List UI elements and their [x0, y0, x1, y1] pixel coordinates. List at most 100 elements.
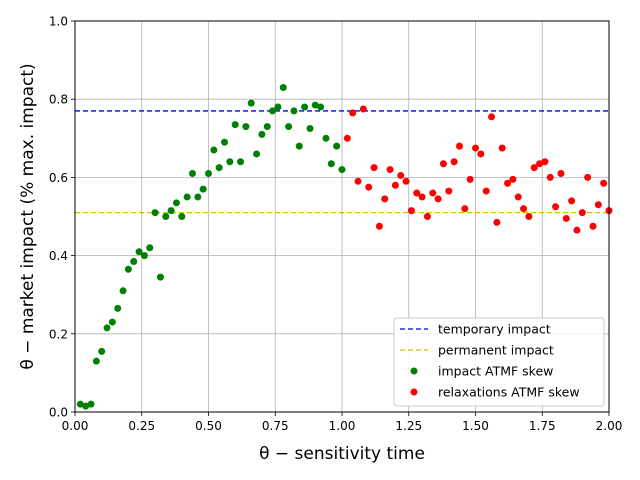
impact-atmf-skew-point: [333, 142, 341, 150]
relaxations-atmf-skew-point: [600, 179, 608, 187]
legend: temporary impact permanent impact impact…: [393, 317, 605, 407]
impact-atmf-skew-point: [247, 99, 255, 107]
relaxations-atmf-skew-point: [589, 222, 597, 230]
impact-atmf-skew-point: [162, 213, 170, 220]
relaxations-atmf-skew-point: [359, 105, 367, 113]
relaxations-atmf-skew-point: [397, 171, 405, 179]
impact-atmf-skew-point: [82, 402, 90, 410]
impact-atmf-skew-point: [301, 103, 309, 111]
relaxations-atmf-skew-point: [525, 213, 533, 220]
x-axis-label: θ − sensitivity time: [259, 444, 425, 464]
impact-atmf-skew-point: [194, 193, 202, 201]
relaxations-atmf-skew-point: [391, 181, 399, 189]
impact-atmf-skew-point: [178, 213, 186, 220]
impact-atmf-skew-point: [76, 400, 84, 408]
y-axis-ticks: 0.0 0.2 0.4 0.6 0.8 1.0: [49, 15, 75, 420]
legend-temporary-impact-label: temporary impact: [438, 322, 551, 337]
y-tick-label: 0.4: [49, 249, 68, 263]
grid: [74, 20, 610, 413]
x-tick-label: 1.50: [462, 419, 489, 433]
impact-atmf-skew-point: [140, 252, 148, 260]
relaxations-atmf-skew-point: [434, 195, 442, 203]
relaxations-atmf-skew-point: [429, 189, 437, 197]
x-tick-label: 1.00: [329, 419, 356, 433]
relaxations-atmf-skew-point: [407, 207, 415, 215]
impact-atmf-skew-point: [172, 199, 180, 207]
y-tick-label: 0.6: [49, 171, 68, 185]
impact-atmf-skew-point: [263, 123, 271, 131]
y-axis-label: θ − market impact (% max. impact): [18, 63, 38, 369]
impact-atmf-skew-point: [258, 130, 266, 138]
relaxations-atmf-skew-point: [509, 175, 517, 183]
relaxations-atmf-skew-point: [466, 175, 474, 183]
relaxations-atmf-skew-point: [568, 197, 576, 205]
relaxations-atmf-skew-point: [493, 218, 501, 226]
y-tick-label: 0.0: [49, 406, 68, 420]
relaxations-atmf-skew-point: [349, 109, 357, 117]
impact-atmf-skew-point: [285, 123, 293, 131]
legend-relaxations-atmf-skew-label: relaxations ATMF skew: [438, 385, 580, 400]
x-tick-label: 0.25: [128, 419, 155, 433]
x-tick-label: 1.75: [529, 419, 556, 433]
impact-atmf-skew-point: [215, 164, 223, 172]
impact-atmf-skew-point: [226, 158, 234, 166]
impact-atmf-skew-point: [156, 273, 164, 281]
y-tick-label: 0.2: [49, 327, 68, 341]
relaxations-atmf-skew-point: [557, 169, 565, 177]
impact-atmf-skew-point: [237, 158, 245, 166]
relaxations-atmf-skew-point: [578, 209, 586, 217]
impact-atmf-skew-point: [338, 166, 346, 174]
relaxations-atmf-skew-point: [450, 158, 458, 166]
impact-atmf-skew-point: [269, 107, 277, 115]
impact-atmf-skew-point: [274, 103, 282, 111]
impact-atmf-skew-point: [279, 83, 287, 91]
relaxations-atmf-skew-point: [573, 226, 581, 234]
relaxations-atmf-skew-point: [504, 179, 512, 187]
impact-atmf-skew-point: [146, 244, 154, 252]
impact-atmf-skew-point: [327, 160, 335, 168]
relaxations-atmf-skew-point: [488, 113, 496, 121]
impact-atmf-skew-point: [306, 125, 314, 133]
relaxations-atmf-skew-point: [439, 160, 447, 168]
impact-atmf-skew-point: [92, 357, 100, 365]
relaxations-atmf-skew-point: [498, 144, 506, 152]
impact-atmf-skew-point: [124, 265, 132, 273]
x-axis-ticks: 0.00 0.25 0.50 0.75 1.00 1.25 1.50 1.75 2.00: [62, 412, 623, 433]
impact-atmf-skew-point: [221, 138, 229, 146]
relaxations-atmf-skew-point: [445, 187, 453, 195]
y-tick-label: 1.0: [49, 15, 68, 29]
relaxations-atmf-skew-point: [536, 160, 544, 168]
relaxations-atmf-skew-point: [584, 173, 592, 181]
relaxations-atmf-skew-point: [375, 222, 383, 230]
impact-atmf-skew-point: [103, 324, 111, 332]
relaxations-atmf-skew-point: [370, 164, 378, 172]
impact-atmf-skew-point: [167, 207, 175, 215]
impact-atmf-skew-point: [295, 142, 303, 150]
impact-atmf-skew-point: [119, 287, 127, 295]
reference-lines: [75, 110, 609, 214]
data-points: [76, 83, 613, 410]
relaxations-atmf-skew-point: [413, 189, 421, 197]
impact-atmf-skew-point: [242, 123, 250, 131]
relaxations-atmf-skew-point: [455, 142, 463, 150]
impact-atmf-skew-point: [210, 146, 218, 154]
x-tick-label: 0.00: [62, 419, 89, 433]
relaxations-atmf-skew-point: [343, 134, 351, 142]
relaxations-atmf-skew-point: [423, 213, 431, 220]
impact-atmf-skew-point: [183, 193, 191, 201]
relaxations-atmf-skew-point: [552, 203, 560, 211]
x-tick-label: 0.75: [262, 419, 289, 433]
legend-impact-atmf-skew-label: impact ATMF skew: [438, 364, 553, 379]
relaxations-atmf-skew-point: [386, 166, 394, 174]
x-tick-label: 2.00: [596, 419, 623, 433]
relaxations-atmf-skew-point: [381, 195, 389, 203]
x-tick-label: 0.50: [195, 419, 222, 433]
relaxations-atmf-skew-point: [514, 193, 522, 201]
impact-atmf-skew-point: [311, 101, 319, 109]
y-tick-label: 0.8: [49, 93, 68, 107]
impact-atmf-skew-point: [188, 169, 196, 177]
relaxations-atmf-skew-point: [594, 201, 602, 209]
relaxations-atmf-skew-point: [477, 150, 485, 158]
